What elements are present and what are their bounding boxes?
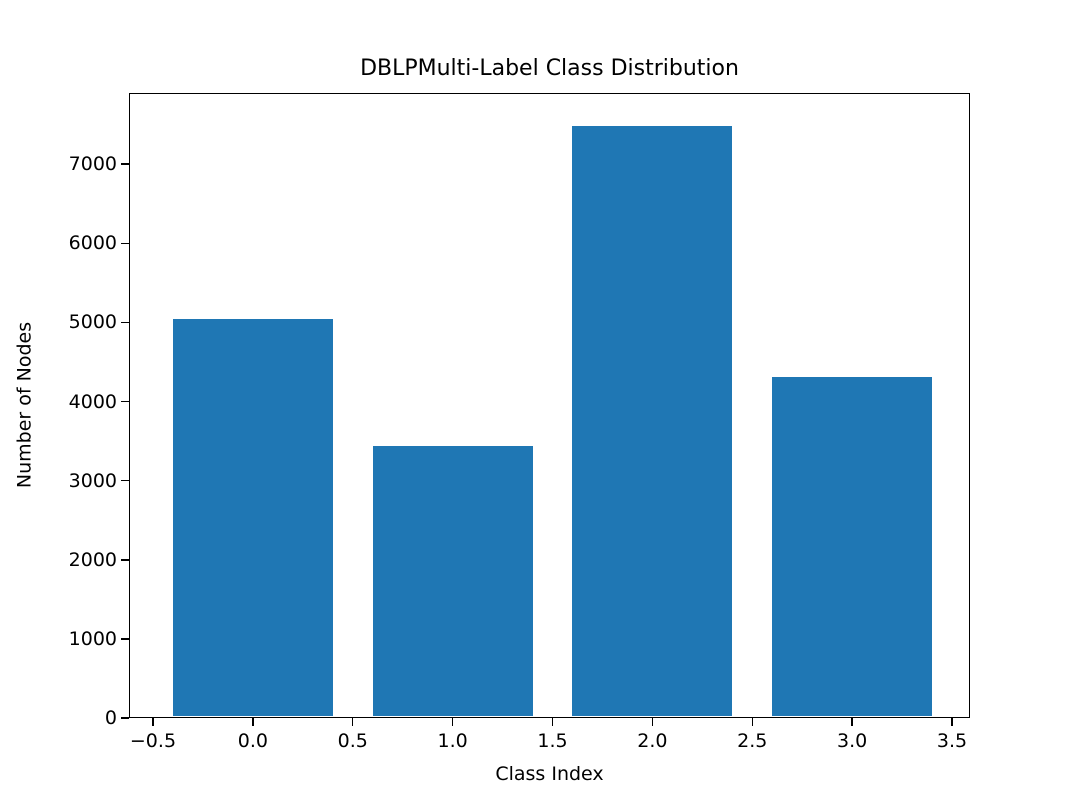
y-tick-mark — [121, 559, 129, 561]
x-tick-mark — [152, 718, 154, 726]
x-tick-label: −0.5 — [129, 730, 177, 752]
x-tick-mark — [551, 718, 554, 726]
y-tick-label: 4000 — [68, 390, 117, 413]
bar-class-1 — [372, 445, 533, 717]
x-tick-mark — [851, 718, 853, 726]
x-tick-label: 0.5 — [337, 730, 368, 752]
x-tick-label: 1.0 — [437, 730, 468, 752]
x-tick-mark — [951, 718, 953, 726]
x-tick-mark — [651, 718, 654, 726]
x-tick-label: 1.5 — [537, 730, 568, 752]
bar-class-3 — [772, 377, 933, 717]
x-tick-label: 3.0 — [837, 730, 868, 752]
bar-class-2 — [572, 126, 733, 717]
x-tick-mark — [451, 718, 454, 726]
x-tick-label: 0.0 — [237, 730, 268, 752]
x-tick-mark — [751, 718, 753, 726]
x-tick-label: 3.5 — [936, 730, 968, 752]
bar-class-0 — [172, 319, 333, 717]
x-tick-label: 2.5 — [737, 730, 768, 752]
y-axis-label-text: Number of Nodes — [13, 321, 36, 489]
y-tick-mark — [121, 400, 129, 403]
y-tick-mark — [121, 242, 129, 245]
x-tick-mark — [252, 718, 254, 726]
y-tick-label: 6000 — [68, 232, 117, 255]
y-tick-mark — [121, 321, 129, 324]
y-tick-label: 3000 — [68, 469, 117, 492]
x-axis-label: Class Index — [495, 763, 604, 785]
chart-title: DBLPMulti-Label Class Distribution — [360, 56, 739, 81]
y-tick-label: 2000 — [68, 548, 117, 571]
y-tick-mark — [121, 638, 129, 640]
y-tick-label: 0 — [104, 707, 117, 729]
y-tick-label: 5000 — [68, 311, 117, 334]
y-tick-mark — [121, 479, 129, 482]
y-tick-label: 7000 — [68, 153, 117, 176]
x-tick-label: 2.0 — [637, 730, 668, 752]
y-tick-label: 1000 — [68, 627, 117, 650]
y-tick-mark — [121, 163, 129, 165]
y-tick-mark — [121, 717, 129, 719]
x-tick-mark — [351, 718, 354, 726]
